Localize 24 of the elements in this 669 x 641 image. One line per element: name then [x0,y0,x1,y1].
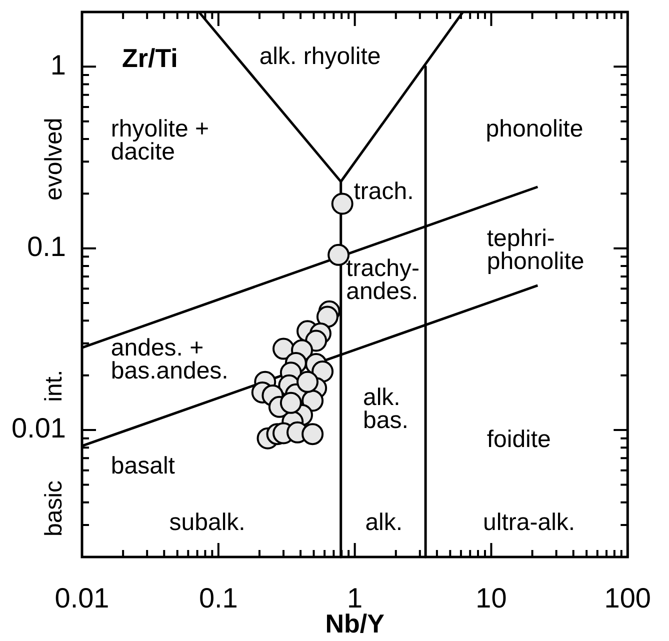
x-tick-label: 0.01 [54,582,110,614]
annotation: ultra-alk. [483,508,576,536]
text: basic [40,480,68,537]
annotation: tephri- phonolite [486,224,584,275]
annotation: alk. rhyolite [259,42,381,70]
annotation: subalk. [169,508,246,536]
x-tick-label: 100 [604,582,651,614]
annotation: andes. + bas.andes. [110,334,228,384]
annotation: alk. [365,508,403,536]
y-tick-label: 0.1 [27,231,66,262]
y-tick-label: 1 [50,49,66,80]
y-tick-label: 0.01 [12,412,66,444]
annotation: basalt [110,452,176,480]
x-tick-label: 0.1 [198,582,238,614]
annotation: alk. bas. [363,384,408,434]
annotation: foidite [486,426,551,453]
x-tick-label: 10 [476,582,507,614]
annotation: trach. [354,178,414,206]
y-axis-title: Zr/Ti [122,43,178,74]
text: evolved [40,118,68,201]
annotation: trachy- andes. [346,254,420,305]
annotation: phonolite [486,115,584,142]
text: int. [40,370,68,402]
annotation: rhyolite + dacite [110,115,209,166]
